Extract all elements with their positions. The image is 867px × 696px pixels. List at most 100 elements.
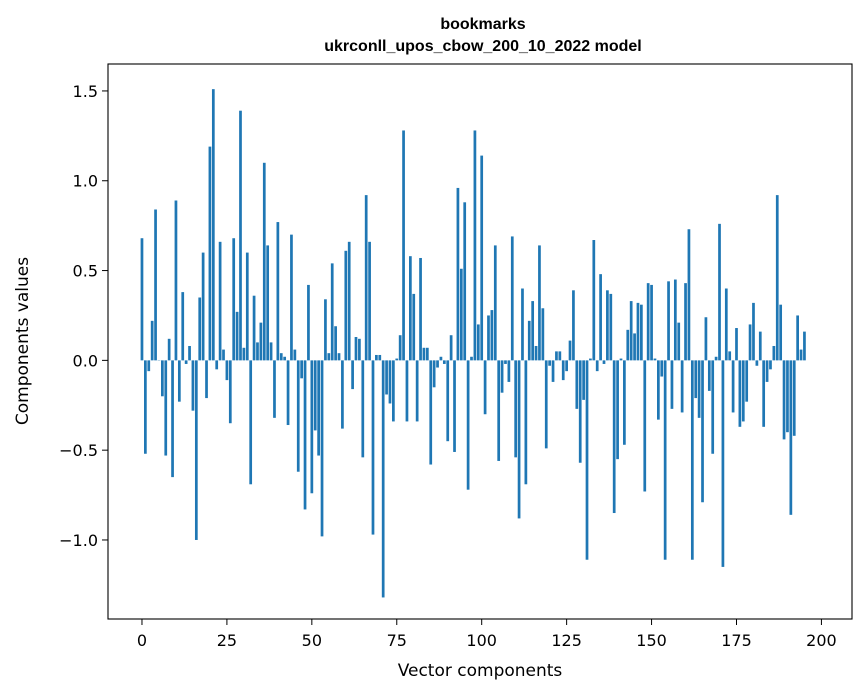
bar	[198, 297, 202, 361]
bar	[493, 245, 497, 361]
plot-frame	[107, 63, 853, 620]
bar	[487, 315, 490, 361]
bar	[745, 360, 749, 402]
bar	[602, 360, 606, 364]
bar	[724, 288, 728, 361]
bar	[697, 360, 701, 418]
bar	[500, 360, 504, 393]
bar	[694, 360, 698, 399]
bar	[497, 360, 501, 461]
bar	[327, 353, 331, 361]
bar	[337, 353, 341, 361]
bar	[269, 342, 273, 361]
bar	[595, 360, 599, 372]
bar	[775, 195, 779, 361]
bar	[789, 360, 793, 515]
bar	[690, 360, 694, 560]
bar	[320, 360, 324, 537]
bar	[235, 311, 239, 361]
bar	[334, 326, 337, 361]
bar	[660, 360, 664, 377]
bar	[565, 360, 568, 372]
bar	[803, 331, 806, 361]
bar	[769, 360, 772, 370]
bar	[279, 353, 283, 361]
bar	[504, 360, 507, 364]
bar	[728, 351, 732, 361]
bar	[300, 360, 303, 379]
y-tick-label: 0.0	[73, 351, 98, 370]
bar	[385, 360, 388, 395]
bar	[262, 162, 266, 361]
x-tick-label: 0	[137, 631, 147, 650]
bar	[510, 236, 514, 361]
bar	[507, 360, 511, 382]
bar	[249, 360, 253, 485]
bar	[765, 360, 769, 382]
bar	[585, 360, 589, 560]
bar	[256, 342, 259, 361]
bar	[490, 310, 494, 361]
bar	[670, 360, 674, 409]
bar	[259, 322, 263, 361]
x-axis-label: Vector components	[398, 661, 563, 681]
bar	[707, 360, 711, 391]
y-tick-label: −1.0	[59, 531, 98, 550]
bar	[633, 333, 636, 361]
bar	[208, 146, 212, 361]
bar	[667, 281, 670, 361]
bar	[619, 358, 623, 361]
x-tick-label: 200	[806, 631, 837, 650]
bar	[782, 360, 786, 440]
bar	[273, 360, 276, 418]
bar	[171, 360, 174, 478]
bar	[463, 202, 467, 361]
bar	[154, 209, 157, 361]
x-tick-label: 50	[302, 631, 322, 650]
bar	[371, 360, 375, 535]
bar	[341, 360, 344, 429]
bar	[606, 290, 609, 361]
bar	[456, 187, 460, 361]
bar	[762, 360, 766, 427]
bar	[568, 340, 572, 361]
bar	[358, 338, 361, 361]
bar	[364, 195, 368, 361]
bar	[239, 110, 242, 361]
bar	[531, 301, 535, 361]
bar	[555, 351, 558, 361]
bar	[290, 234, 293, 361]
bar	[653, 358, 657, 361]
bar	[612, 360, 616, 514]
bar	[755, 360, 759, 366]
x-tick-label: 150	[636, 631, 667, 650]
bar	[687, 229, 691, 361]
bar	[188, 345, 191, 361]
bar	[351, 360, 354, 390]
bar	[646, 283, 650, 361]
bar	[409, 256, 412, 361]
bar	[252, 295, 256, 361]
bar	[721, 360, 725, 567]
bar	[640, 304, 643, 361]
bar	[286, 360, 290, 426]
bar	[201, 252, 205, 361]
bar	[514, 360, 518, 458]
x-axis-ticks: 0 25 50 75 100 125 150 175 200	[137, 619, 837, 650]
bar	[517, 360, 521, 519]
chart-subtitle: ukrconll_upos_cbow_200_10_2022 model	[324, 38, 641, 55]
bar	[140, 238, 144, 361]
bar	[429, 360, 433, 465]
bar	[228, 360, 232, 424]
bar	[232, 238, 236, 361]
bar	[150, 320, 154, 361]
bar	[453, 360, 456, 452]
bar	[786, 360, 789, 433]
bar	[378, 354, 382, 361]
bar	[772, 345, 776, 361]
y-axis-ticks: −1.0 −0.5 0.0 0.5 1.0 1.5	[59, 82, 108, 550]
bar	[324, 299, 327, 361]
bar	[310, 360, 314, 494]
bar	[177, 360, 181, 402]
